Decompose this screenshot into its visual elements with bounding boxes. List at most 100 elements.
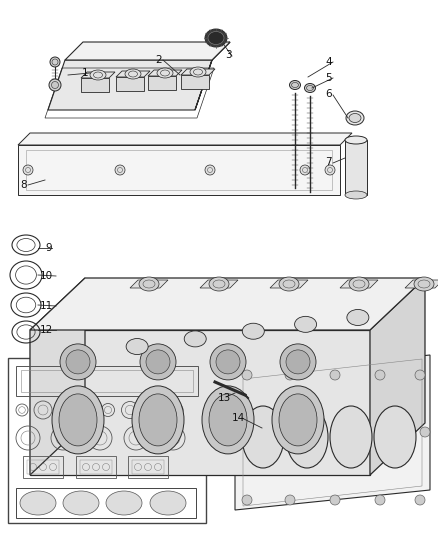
Text: 12: 12: [40, 325, 53, 335]
Text: 7: 7: [325, 157, 332, 167]
Ellipse shape: [23, 165, 33, 175]
Ellipse shape: [272, 386, 324, 454]
Ellipse shape: [300, 165, 310, 175]
Ellipse shape: [216, 350, 240, 374]
Polygon shape: [116, 71, 150, 77]
Polygon shape: [405, 280, 438, 288]
Ellipse shape: [90, 70, 106, 80]
Ellipse shape: [63, 491, 99, 515]
Polygon shape: [18, 133, 352, 145]
Polygon shape: [235, 355, 430, 510]
Ellipse shape: [325, 165, 335, 175]
Ellipse shape: [202, 386, 254, 454]
Text: 3: 3: [225, 50, 232, 60]
Ellipse shape: [304, 84, 315, 93]
Ellipse shape: [60, 344, 96, 380]
Ellipse shape: [280, 344, 316, 380]
Ellipse shape: [115, 165, 125, 175]
Polygon shape: [195, 42, 230, 110]
Ellipse shape: [66, 350, 90, 374]
Polygon shape: [270, 280, 308, 288]
Ellipse shape: [330, 406, 372, 468]
Ellipse shape: [139, 394, 177, 446]
Ellipse shape: [374, 406, 416, 468]
Ellipse shape: [126, 338, 148, 354]
Ellipse shape: [242, 370, 252, 380]
Text: 8: 8: [20, 180, 27, 190]
Polygon shape: [81, 78, 109, 92]
Ellipse shape: [295, 317, 317, 333]
Ellipse shape: [242, 495, 252, 505]
Polygon shape: [30, 278, 85, 475]
Ellipse shape: [375, 495, 385, 505]
Ellipse shape: [414, 277, 434, 291]
Bar: [27, 460, 59, 474]
Ellipse shape: [205, 165, 215, 175]
Ellipse shape: [290, 80, 300, 90]
Ellipse shape: [190, 67, 206, 77]
Ellipse shape: [140, 344, 176, 380]
Ellipse shape: [286, 406, 328, 468]
Bar: [132, 460, 164, 474]
Polygon shape: [148, 76, 176, 90]
Ellipse shape: [132, 386, 184, 454]
Ellipse shape: [279, 394, 317, 446]
Ellipse shape: [50, 57, 60, 67]
Ellipse shape: [210, 344, 246, 380]
Polygon shape: [200, 280, 238, 288]
Ellipse shape: [330, 370, 340, 380]
Ellipse shape: [415, 370, 425, 380]
Ellipse shape: [420, 427, 430, 437]
Ellipse shape: [347, 310, 369, 326]
Polygon shape: [345, 140, 367, 195]
Text: 13: 13: [218, 393, 231, 403]
Text: 10: 10: [40, 271, 53, 281]
Ellipse shape: [209, 277, 229, 291]
Ellipse shape: [345, 191, 367, 199]
Ellipse shape: [106, 491, 142, 515]
Ellipse shape: [285, 495, 295, 505]
Text: 6: 6: [325, 89, 332, 99]
Polygon shape: [30, 330, 370, 475]
Ellipse shape: [286, 350, 310, 374]
Ellipse shape: [125, 69, 141, 79]
Ellipse shape: [346, 111, 364, 125]
Polygon shape: [48, 60, 212, 110]
Ellipse shape: [205, 29, 227, 47]
Polygon shape: [181, 69, 215, 75]
Polygon shape: [148, 70, 182, 76]
Bar: [76, 456, 116, 478]
Polygon shape: [181, 75, 209, 89]
Ellipse shape: [349, 114, 361, 123]
Ellipse shape: [279, 277, 299, 291]
Text: 4: 4: [325, 57, 332, 67]
Polygon shape: [340, 280, 378, 288]
Bar: [8, 358, 206, 523]
Ellipse shape: [52, 82, 59, 88]
Ellipse shape: [330, 495, 340, 505]
Ellipse shape: [375, 370, 385, 380]
Ellipse shape: [20, 491, 56, 515]
Ellipse shape: [150, 491, 186, 515]
Text: 1: 1: [82, 68, 88, 78]
Polygon shape: [81, 72, 115, 78]
Ellipse shape: [157, 68, 173, 78]
Ellipse shape: [242, 406, 284, 468]
Polygon shape: [130, 280, 168, 288]
Bar: [80, 460, 112, 474]
Ellipse shape: [242, 323, 264, 339]
Ellipse shape: [345, 136, 367, 144]
Ellipse shape: [208, 31, 224, 44]
Ellipse shape: [49, 79, 61, 91]
Polygon shape: [65, 42, 230, 60]
Ellipse shape: [209, 394, 247, 446]
Polygon shape: [116, 77, 144, 91]
Text: 14: 14: [232, 413, 245, 423]
Ellipse shape: [415, 495, 425, 505]
Ellipse shape: [349, 277, 369, 291]
Ellipse shape: [184, 331, 206, 347]
Polygon shape: [370, 278, 425, 475]
Polygon shape: [18, 145, 340, 195]
Ellipse shape: [146, 350, 170, 374]
Text: 5: 5: [325, 73, 332, 83]
